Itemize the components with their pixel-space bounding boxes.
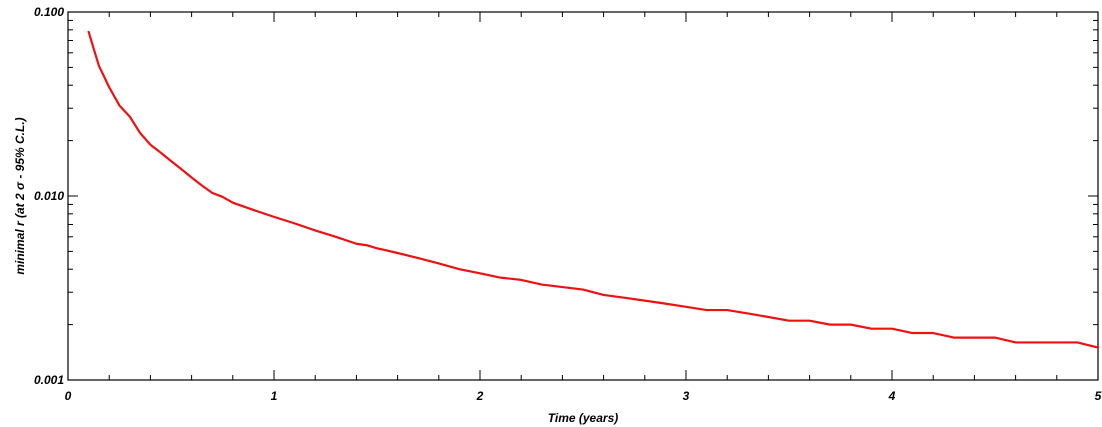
y-tick-label: 0.100 — [34, 5, 64, 19]
x-tick-label: 0 — [65, 389, 72, 403]
y-ticks: 0.001 0.010 0.100 — [34, 5, 1098, 387]
x-tick-label: 2 — [476, 389, 484, 403]
y-axis-title: minimal r (at 2 σ - 95% C.L.) — [13, 117, 27, 274]
x-tick-label: 4 — [888, 389, 896, 403]
x-axis-title: Time (years) — [548, 411, 618, 425]
x-tick-label: 5 — [1095, 389, 1102, 403]
y-tick-label: 0.010 — [34, 189, 64, 203]
y-tick-label: 0.001 — [34, 373, 64, 387]
x-tick-label: 3 — [683, 389, 690, 403]
series-line — [87, 30, 1100, 349]
x-tick-label: 1 — [271, 389, 278, 403]
x-ticks: 0 1 2 3 4 5 — [65, 12, 1102, 403]
series-group — [87, 30, 1100, 349]
